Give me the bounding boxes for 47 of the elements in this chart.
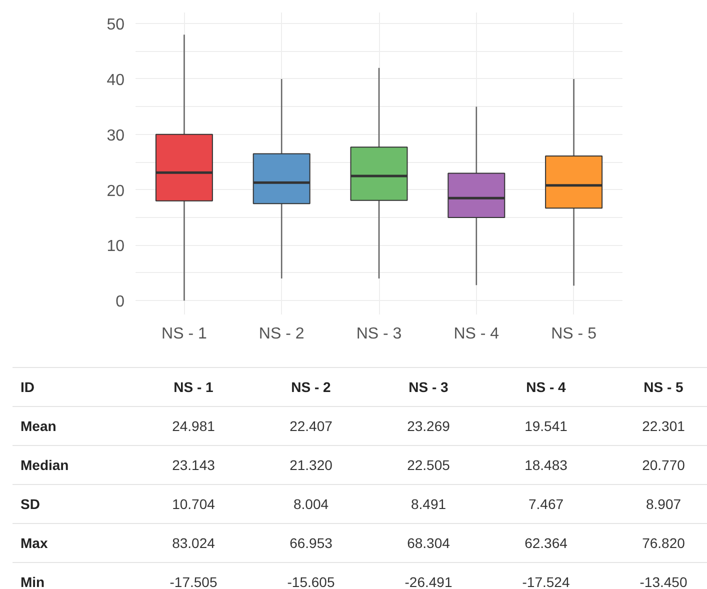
data-label: 21.320 (290, 457, 333, 473)
y-tick-label: 50 (106, 16, 125, 34)
data-label: -26.491 (404, 574, 452, 589)
x-tick-label: NS - 2 (258, 326, 304, 342)
x-tick-label: NS - 4 (526, 379, 566, 395)
data-label: 10.704 (172, 496, 216, 512)
x-tick-label: NS - 3 (408, 379, 449, 395)
y-tick-label: SD (20, 496, 40, 512)
x-tick-label: NS - 4 (454, 326, 500, 342)
x-tick-label: NS - 5 (551, 326, 597, 342)
data-label: 68.304 (407, 535, 450, 551)
y-tick-label: 0 (116, 294, 125, 311)
data-label: 83.024 (172, 535, 216, 551)
y-tick-label: 30 (106, 127, 125, 144)
data-label: 8.491 (410, 496, 446, 512)
data-label: -13.450 (640, 574, 688, 589)
data-label: 24.981 (172, 418, 216, 434)
data-label: 20.770 (642, 457, 686, 473)
data-label: 62.364 (524, 535, 568, 551)
y-tick-label: 10 (106, 238, 125, 256)
data-label: 18.483 (524, 457, 568, 473)
data-label: 66.953 (290, 535, 333, 551)
data-label: -15.605 (287, 574, 335, 589)
data-label: -17.524 (522, 574, 570, 589)
data-label: 7.467 (528, 496, 564, 512)
x-tick-label: NS - 2 (291, 379, 332, 395)
text: ID (20, 379, 34, 395)
y-tick-label: Max (20, 535, 48, 551)
y-tick-label: Mean (20, 418, 56, 434)
x-tick-label: NS - 1 (162, 326, 207, 342)
x-tick-label: NS - 5 (644, 379, 684, 395)
y-tick-label: 20 (106, 182, 125, 200)
data-label: 22.505 (407, 457, 450, 473)
x-tick-label: NS - 3 (356, 326, 402, 342)
data-label: 8.004 (293, 496, 329, 512)
x-tick-label: NS - 1 (174, 379, 214, 395)
data-label: 19.541 (524, 418, 568, 434)
y-tick-label: Median (20, 457, 69, 473)
data-label: 76.820 (642, 535, 686, 551)
data-label: 23.269 (407, 418, 450, 434)
data-label: 23.143 (172, 457, 216, 473)
data-label: 22.407 (290, 418, 333, 434)
data-label: -17.505 (170, 574, 218, 589)
y-tick-label: Min (20, 574, 45, 589)
data-label: 8.907 (646, 496, 682, 512)
y-tick-label: 40 (106, 72, 125, 89)
data-label: 22.301 (642, 418, 686, 434)
